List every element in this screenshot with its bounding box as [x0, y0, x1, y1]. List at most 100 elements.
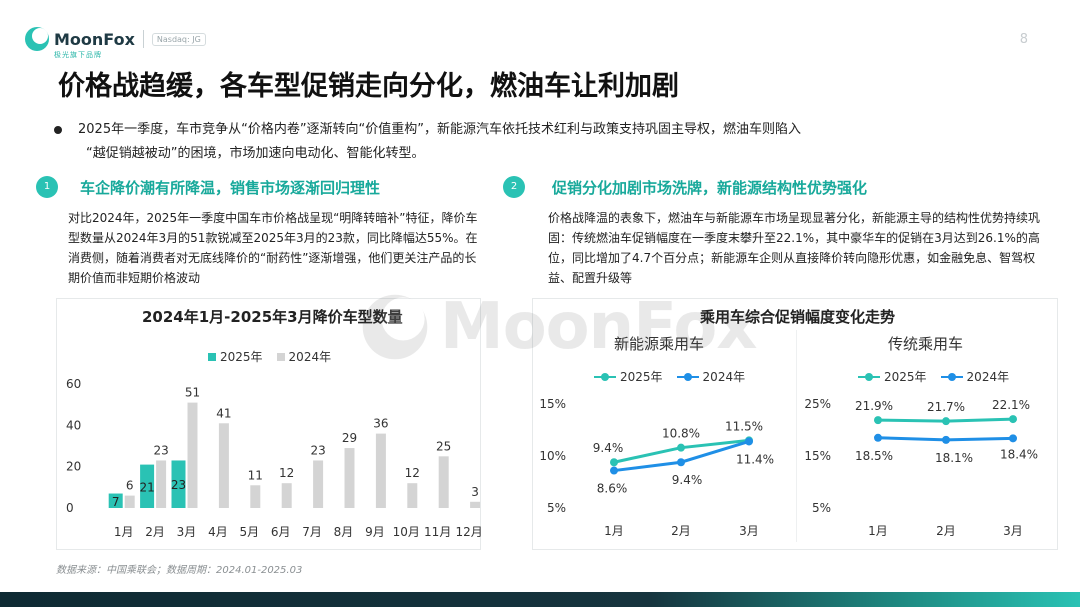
- ice-legend-2024: 2024年: [940, 368, 1009, 385]
- series-point: [1009, 415, 1017, 424]
- x-tick-label: 5月: [239, 525, 259, 539]
- bar-2024: [124, 495, 135, 508]
- point-value-label: 9.4%: [672, 473, 703, 487]
- bottom-accent-bar: [0, 592, 1080, 607]
- page-number: 8: [1019, 32, 1028, 47]
- y-tick-label: 5%: [812, 501, 831, 515]
- nev-legend-2024-marker: [676, 372, 699, 381]
- bar-2024: [344, 448, 355, 508]
- series-point: [677, 443, 685, 452]
- ice-chart-title: 传统乘用车: [888, 335, 964, 353]
- bar-2024-value: 12: [279, 466, 294, 480]
- series-point: [610, 466, 618, 475]
- bar-2024-value: 12: [405, 466, 420, 480]
- nev-line-chart: 15% 10% 5% 1月 2月 3月 9.4% 10.8% 11.5% 8.6% 9.4% 11.4…: [539, 397, 774, 538]
- x-tick-label: 2月: [936, 524, 956, 538]
- brand-logo: MoonFox 极光旗下品牌 Nasdaq: JG: [24, 26, 206, 59]
- point-value-label: 11.4%: [736, 452, 774, 466]
- series-point: [942, 435, 950, 444]
- point-value-label: 8.6%: [597, 482, 628, 496]
- point-value-label: 21.9%: [855, 399, 893, 413]
- bullet-dot: [54, 126, 62, 134]
- point-value-label: 22.1%: [992, 398, 1030, 412]
- bar-2024: [218, 423, 229, 508]
- legend-2024-swatch: [276, 352, 285, 361]
- intro-line-2: “越促销越被动”的困境，市场加速向电动化、智能化转型。: [86, 146, 425, 161]
- bar-2024: [156, 460, 167, 508]
- ice-legend-2025-marker: [858, 372, 880, 381]
- bar-2024: [250, 485, 261, 508]
- bar-2024: [438, 456, 449, 508]
- point-value-label: 11.5%: [725, 419, 763, 433]
- nev-chart-title: 新能源乘用车: [614, 335, 705, 353]
- y-tick-label: 40: [66, 418, 81, 432]
- bar-2024: [281, 483, 292, 508]
- brand-badge: Nasdaq: JG: [151, 32, 206, 46]
- section-1-number: 1: [36, 176, 58, 198]
- bar-2024: [375, 433, 386, 508]
- y-tick-label: 15%: [539, 397, 566, 411]
- moonfox-logo-icon: [25, 27, 49, 51]
- point-value-label: 18.1%: [935, 451, 973, 465]
- legend-2024-label: 2024年: [288, 350, 332, 364]
- nev-legend-2025-label: 2025年: [620, 370, 663, 384]
- section-2-number: 2: [503, 176, 525, 198]
- bar-2025: [171, 460, 186, 508]
- x-tick-label: 9月: [365, 525, 385, 539]
- bar-chart-title: 2024年1月-2025年3月降价车型数量: [142, 308, 403, 326]
- nev-legend-2024-label: 2024年: [702, 370, 746, 384]
- x-tick-label: 11月: [424, 525, 451, 539]
- bar-2024-value: 23: [153, 443, 168, 457]
- y-tick-label: 5%: [547, 501, 566, 515]
- x-tick-label: 1月: [114, 525, 134, 539]
- bar-2024-value: 23: [310, 443, 325, 457]
- series-point: [745, 437, 753, 446]
- series-point: [942, 417, 950, 426]
- brand-name: MoonFox: [54, 29, 135, 49]
- bar-2025-value: 23: [171, 478, 186, 492]
- point-value-label: 21.7%: [927, 400, 965, 414]
- nev-legend-2025-marker: [594, 372, 616, 381]
- section-2-title: 促销分化加剧市场洗牌，新能源结构性优势强化: [552, 179, 868, 197]
- bar-2024: [187, 402, 198, 508]
- bar-2024: [313, 460, 324, 508]
- x-tick-label: 6月: [271, 525, 291, 539]
- section-1-body: 对比2024年，2025年一季度中国车市价格战呈现“明降转暗补”特征，降价车型数…: [68, 211, 478, 285]
- x-tick-label: 1月: [604, 524, 624, 538]
- bar-2024-value: 41: [216, 406, 231, 420]
- bar-2025: [108, 493, 123, 508]
- line-chart-panel: [532, 298, 1058, 550]
- y-tick-label: 60: [66, 377, 81, 391]
- x-tick-label: 8月: [334, 525, 354, 539]
- y-tick-label: 15%: [804, 449, 831, 463]
- series-point: [874, 416, 882, 425]
- page-title: 价格战趋缓，各车型促销走向分化，燃油车让利加剧: [58, 71, 679, 102]
- brand-divider: [142, 30, 144, 48]
- ice-legend-2025: 2025年: [858, 368, 927, 385]
- nev-legend-2024: 2024年: [676, 368, 746, 385]
- section-1-title: 车企降价潮有所降温，销售市场逐渐回归理性: [80, 179, 381, 197]
- point-value-label: 9.4%: [593, 441, 624, 455]
- point-value-label: 18.4%: [1000, 447, 1038, 461]
- intro-text: 2025年一季度，车市竞争从“价格内卷”逐渐转向“价值重构”，新能源汽车依托技术…: [78, 118, 1038, 166]
- bar-2024: [470, 501, 481, 508]
- nev-legend-2025: 2025年: [594, 368, 663, 385]
- bar-2025: [140, 464, 155, 508]
- panel-divider: [796, 330, 797, 542]
- bar-2025-value: 7: [112, 495, 120, 509]
- point-value-label: 10.8%: [662, 427, 700, 441]
- bar-2024-value: 36: [373, 417, 388, 431]
- ice-legend-2024-marker: [940, 372, 963, 381]
- x-tick-label: 7月: [302, 525, 322, 539]
- y-tick-label: 20: [66, 460, 81, 474]
- ice-line-chart: 25% 15% 5% 1月 2月 3月 21.9% 21.7% 22.1% 18.5% 18.1% 1…: [804, 397, 1038, 538]
- x-tick-label: 2月: [671, 524, 691, 538]
- ice-chart-legend: 2025年 2024年: [858, 368, 1023, 385]
- brand-subtitle: 极光旗下品牌: [54, 51, 102, 59]
- legend-2024: 2024年: [276, 348, 332, 365]
- line-chart-group-title: 乘用车综合促销幅度变化走势: [700, 308, 896, 326]
- x-tick-label: 4月: [208, 525, 228, 539]
- bar-2024-value: 25: [436, 439, 451, 453]
- series-point: [610, 458, 618, 467]
- data-source: 数据来源：中国乘联会；数据周期：2024.01-2025.03: [56, 565, 303, 576]
